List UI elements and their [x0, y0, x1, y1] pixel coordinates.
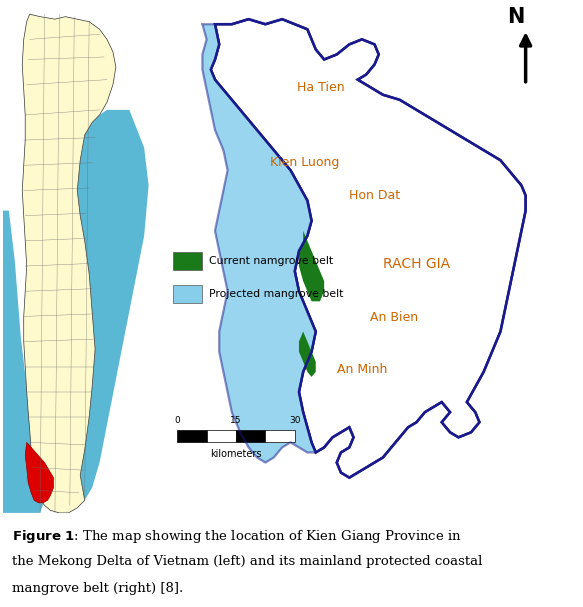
Bar [236, 430, 265, 443]
Text: the Mekong Delta of Vietnam (left) and its mainland protected coastal: the Mekong Delta of Vietnam (left) and i… [12, 555, 482, 568]
Text: $\bf{Figure\ 1}$: The map showing the location of Kien Giang Province in: $\bf{Figure\ 1}$: The map showing the lo… [12, 528, 461, 545]
Text: An Minh: An Minh [337, 363, 387, 376]
Text: 0: 0 [174, 416, 180, 426]
Text: An Bien: An Bien [370, 311, 419, 324]
Text: Ha Tien: Ha Tien [297, 81, 345, 93]
Polygon shape [202, 24, 316, 463]
Text: Hon Dat: Hon Dat [349, 189, 401, 202]
Bar [206, 430, 236, 443]
Polygon shape [78, 110, 149, 500]
Polygon shape [3, 211, 44, 513]
Text: Current namgrove belt: Current namgrove belt [209, 256, 333, 266]
Bar [173, 285, 202, 303]
Text: 15: 15 [230, 416, 242, 426]
Text: kilometers: kilometers [210, 450, 262, 459]
Text: Kien Luong: Kien Luong [269, 156, 339, 169]
Polygon shape [299, 231, 324, 301]
Text: mangrove belt (right) [8].: mangrove belt (right) [8]. [12, 582, 183, 595]
Bar [177, 430, 206, 443]
Text: 30: 30 [289, 416, 300, 426]
Polygon shape [22, 14, 116, 513]
Polygon shape [25, 443, 54, 503]
Bar [173, 252, 202, 270]
Text: N: N [507, 7, 524, 27]
Text: RACH GIA: RACH GIA [383, 257, 450, 271]
Bar [265, 430, 295, 443]
Text: Projected mangrove belt: Projected mangrove belt [209, 289, 343, 299]
Polygon shape [299, 331, 316, 377]
